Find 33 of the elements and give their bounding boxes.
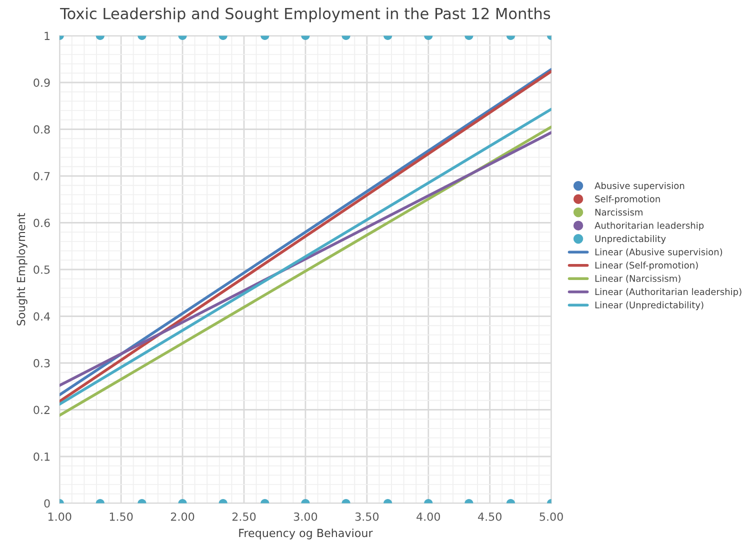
y-tick-label: 0.5 <box>34 265 50 274</box>
legend-label: Linear (Self-promotion) <box>595 262 698 270</box>
x-tick-label: 3.00 <box>294 512 318 521</box>
legend-label: Narcissism <box>595 208 642 216</box>
y-axis-title: Sought Employment <box>16 213 28 326</box>
x-tick-label: 1.50 <box>110 512 133 521</box>
x-axis-title: Frequency og Behaviour <box>239 528 373 540</box>
y-tick-label: 0.6 <box>34 218 50 228</box>
x-tick-label: 3.50 <box>355 512 379 521</box>
chart-title: Toxic Leadership and Sought Employment in the Past 12 Months <box>60 7 550 22</box>
legend-label: Abusive supervision <box>594 182 684 191</box>
legend-label: Authoritarian leadership <box>594 222 704 231</box>
legend-label: Linear (Unpredictability) <box>595 301 704 310</box>
x-tick-label: 5.00 <box>540 512 563 521</box>
legend-label: Linear (Authoritarian leadership) <box>595 288 742 297</box>
x-tick-label: 2.00 <box>170 512 194 521</box>
legend-label: Self-promotion <box>595 195 660 204</box>
legend-label: Unpredictability <box>595 235 666 244</box>
y-tick-label: 1 <box>44 32 50 40</box>
x-tick-label: 2.50 <box>232 512 256 521</box>
x-tick-label: 4.50 <box>478 512 502 521</box>
y-tick-label: 0.7 <box>34 172 50 180</box>
y-tick-label: 0.9 <box>34 78 50 87</box>
legend-label: Linear (Abusive supervision) <box>595 248 722 258</box>
y-tick-label: 0.3 <box>34 358 50 368</box>
y-tick-label: 0.2 <box>34 406 50 414</box>
y-tick-label: 0.8 <box>34 125 50 134</box>
y-tick-label: 0.4 <box>34 312 50 321</box>
y-tick-label: 0 <box>44 499 50 508</box>
x-tick-label: 4.00 <box>416 512 440 521</box>
y-tick-label: 0.1 <box>34 452 50 461</box>
legend-label: Linear (Narcissism) <box>595 274 680 283</box>
x-tick-label: 1.00 <box>48 512 72 521</box>
